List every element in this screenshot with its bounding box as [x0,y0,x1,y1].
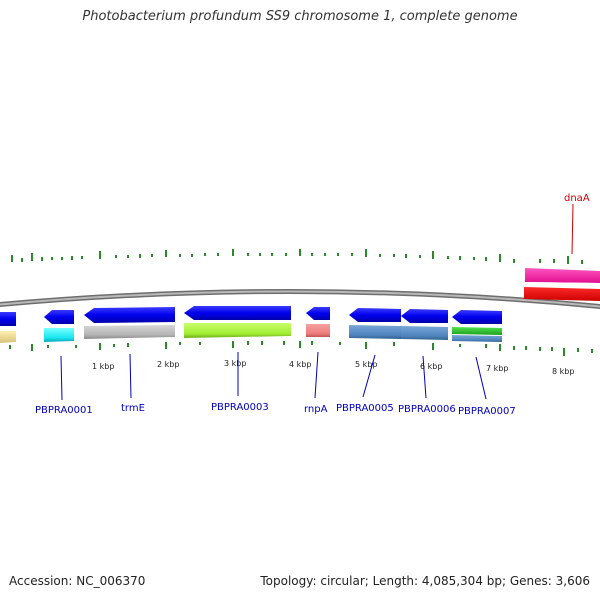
gene-label-rnpA[interactable]: rnpA [304,404,328,415]
scale-label: 1 kbp [92,362,114,371]
scale-label: 4 kbp [289,360,311,369]
label-leader-lines [60,203,574,401]
scale-labels: 1 kbp 2 kbp 3 kbp 4 kbp 5 kbp 6 kbp 7 kb… [92,359,574,376]
gene-label-trmE[interactable]: trmE [121,403,145,414]
feature-PBPRA0007[interactable] [452,310,502,342]
gene-label-dnaA[interactable]: dnaA [564,193,590,204]
feature-rnpA[interactable] [306,307,330,337]
scale-label: 8 kbp [552,367,574,376]
feature-trmE[interactable] [84,307,175,339]
feature-PBPRA0005[interactable] [349,308,401,339]
gene-labels: PBPRA0001 trmE PBPRA0003 rnpA PBPRA0005 … [35,193,590,417]
gene-label-PBPRA0001[interactable]: PBPRA0001 [35,405,93,416]
reverse-tick-row [9,341,593,356]
gene-label-PBPRA0007[interactable]: PBPRA0007 [458,406,516,417]
map-title: Photobacterium profundum SS9 chromosome … [82,9,518,24]
scale-label: 7 kbp [486,364,508,373]
scale-label: 2 kbp [157,360,179,369]
scale-label: 3 kbp [224,359,246,368]
forward-tick-row [11,249,583,264]
feature-PBPRA0006[interactable] [401,309,448,340]
feature-left-partial[interactable] [0,312,16,343]
gene-label-PBPRA0005[interactable]: PBPRA0005 [336,403,394,414]
feature-PBPRA0001[interactable] [44,310,74,342]
scale-label: 6 kbp [420,362,442,371]
feature-dnaA[interactable] [524,268,600,301]
genome-summary-text: Topology: circular; Length: 4,085,304 bp… [260,574,590,588]
gene-label-PBPRA0006[interactable]: PBPRA0006 [398,404,456,415]
accession-text: Accession: NC_006370 [9,574,146,588]
gene-label-PBPRA0003[interactable]: PBPRA0003 [211,402,269,413]
scale-label: 5 kbp [355,360,377,369]
feature-PBPRA0003[interactable] [184,306,291,338]
